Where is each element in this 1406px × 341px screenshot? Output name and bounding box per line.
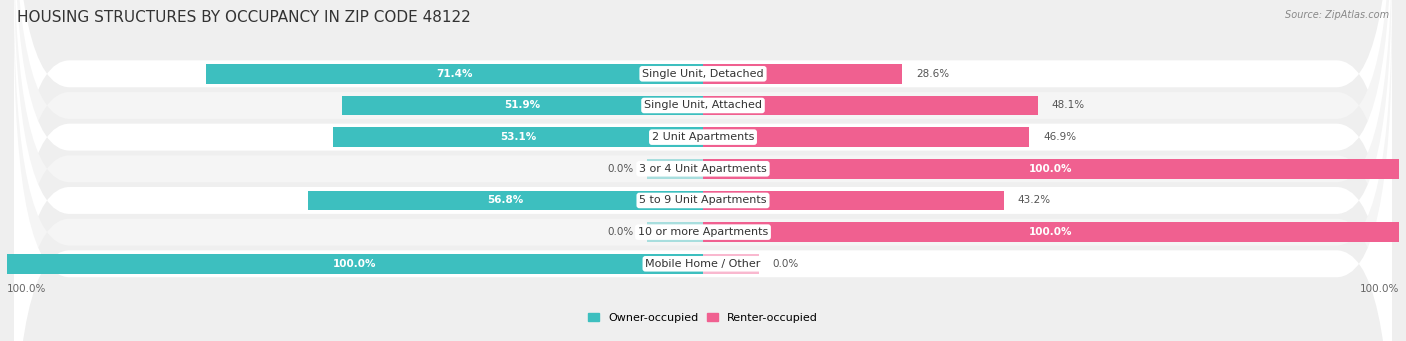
Text: 48.1%: 48.1% — [1052, 101, 1085, 110]
Text: Single Unit, Attached: Single Unit, Attached — [644, 101, 762, 110]
Text: 51.9%: 51.9% — [505, 101, 540, 110]
Text: 0.0%: 0.0% — [607, 164, 633, 174]
Text: 100.0%: 100.0% — [333, 259, 377, 269]
Bar — [703, 64, 903, 84]
Bar — [703, 222, 1399, 242]
Bar — [703, 127, 1029, 147]
FancyBboxPatch shape — [14, 0, 1392, 314]
Bar — [342, 96, 703, 115]
FancyBboxPatch shape — [14, 24, 1392, 341]
Text: 3 or 4 Unit Apartments: 3 or 4 Unit Apartments — [640, 164, 766, 174]
Bar — [703, 254, 759, 273]
Text: Source: ZipAtlas.com: Source: ZipAtlas.com — [1285, 10, 1389, 20]
Text: 100.0%: 100.0% — [7, 284, 46, 294]
Text: HOUSING STRUCTURES BY OCCUPANCY IN ZIP CODE 48122: HOUSING STRUCTURES BY OCCUPANCY IN ZIP C… — [17, 10, 471, 25]
Text: Single Unit, Detached: Single Unit, Detached — [643, 69, 763, 79]
Bar — [703, 96, 1038, 115]
Text: 0.0%: 0.0% — [607, 227, 633, 237]
Text: 5 to 9 Unit Apartments: 5 to 9 Unit Apartments — [640, 195, 766, 206]
Text: 71.4%: 71.4% — [436, 69, 472, 79]
FancyBboxPatch shape — [14, 0, 1392, 341]
Legend: Owner-occupied, Renter-occupied: Owner-occupied, Renter-occupied — [588, 313, 818, 323]
FancyBboxPatch shape — [14, 0, 1392, 341]
Text: 100.0%: 100.0% — [1360, 284, 1399, 294]
Text: 2 Unit Apartments: 2 Unit Apartments — [652, 132, 754, 142]
Bar — [207, 64, 703, 84]
Bar — [7, 254, 703, 273]
FancyBboxPatch shape — [14, 0, 1392, 341]
Text: 46.9%: 46.9% — [1043, 132, 1077, 142]
Bar — [308, 191, 703, 210]
Text: 100.0%: 100.0% — [1029, 164, 1073, 174]
Text: 28.6%: 28.6% — [915, 69, 949, 79]
Text: 43.2%: 43.2% — [1018, 195, 1050, 206]
Bar — [647, 222, 703, 242]
FancyBboxPatch shape — [14, 0, 1392, 341]
Text: 0.0%: 0.0% — [773, 259, 799, 269]
Bar — [703, 159, 1399, 179]
Bar — [647, 159, 703, 179]
Text: 56.8%: 56.8% — [488, 195, 523, 206]
Bar — [703, 191, 1004, 210]
Text: Mobile Home / Other: Mobile Home / Other — [645, 259, 761, 269]
FancyBboxPatch shape — [14, 0, 1392, 341]
Bar — [333, 127, 703, 147]
Text: 10 or more Apartments: 10 or more Apartments — [638, 227, 768, 237]
Text: 53.1%: 53.1% — [501, 132, 536, 142]
Text: 100.0%: 100.0% — [1029, 227, 1073, 237]
